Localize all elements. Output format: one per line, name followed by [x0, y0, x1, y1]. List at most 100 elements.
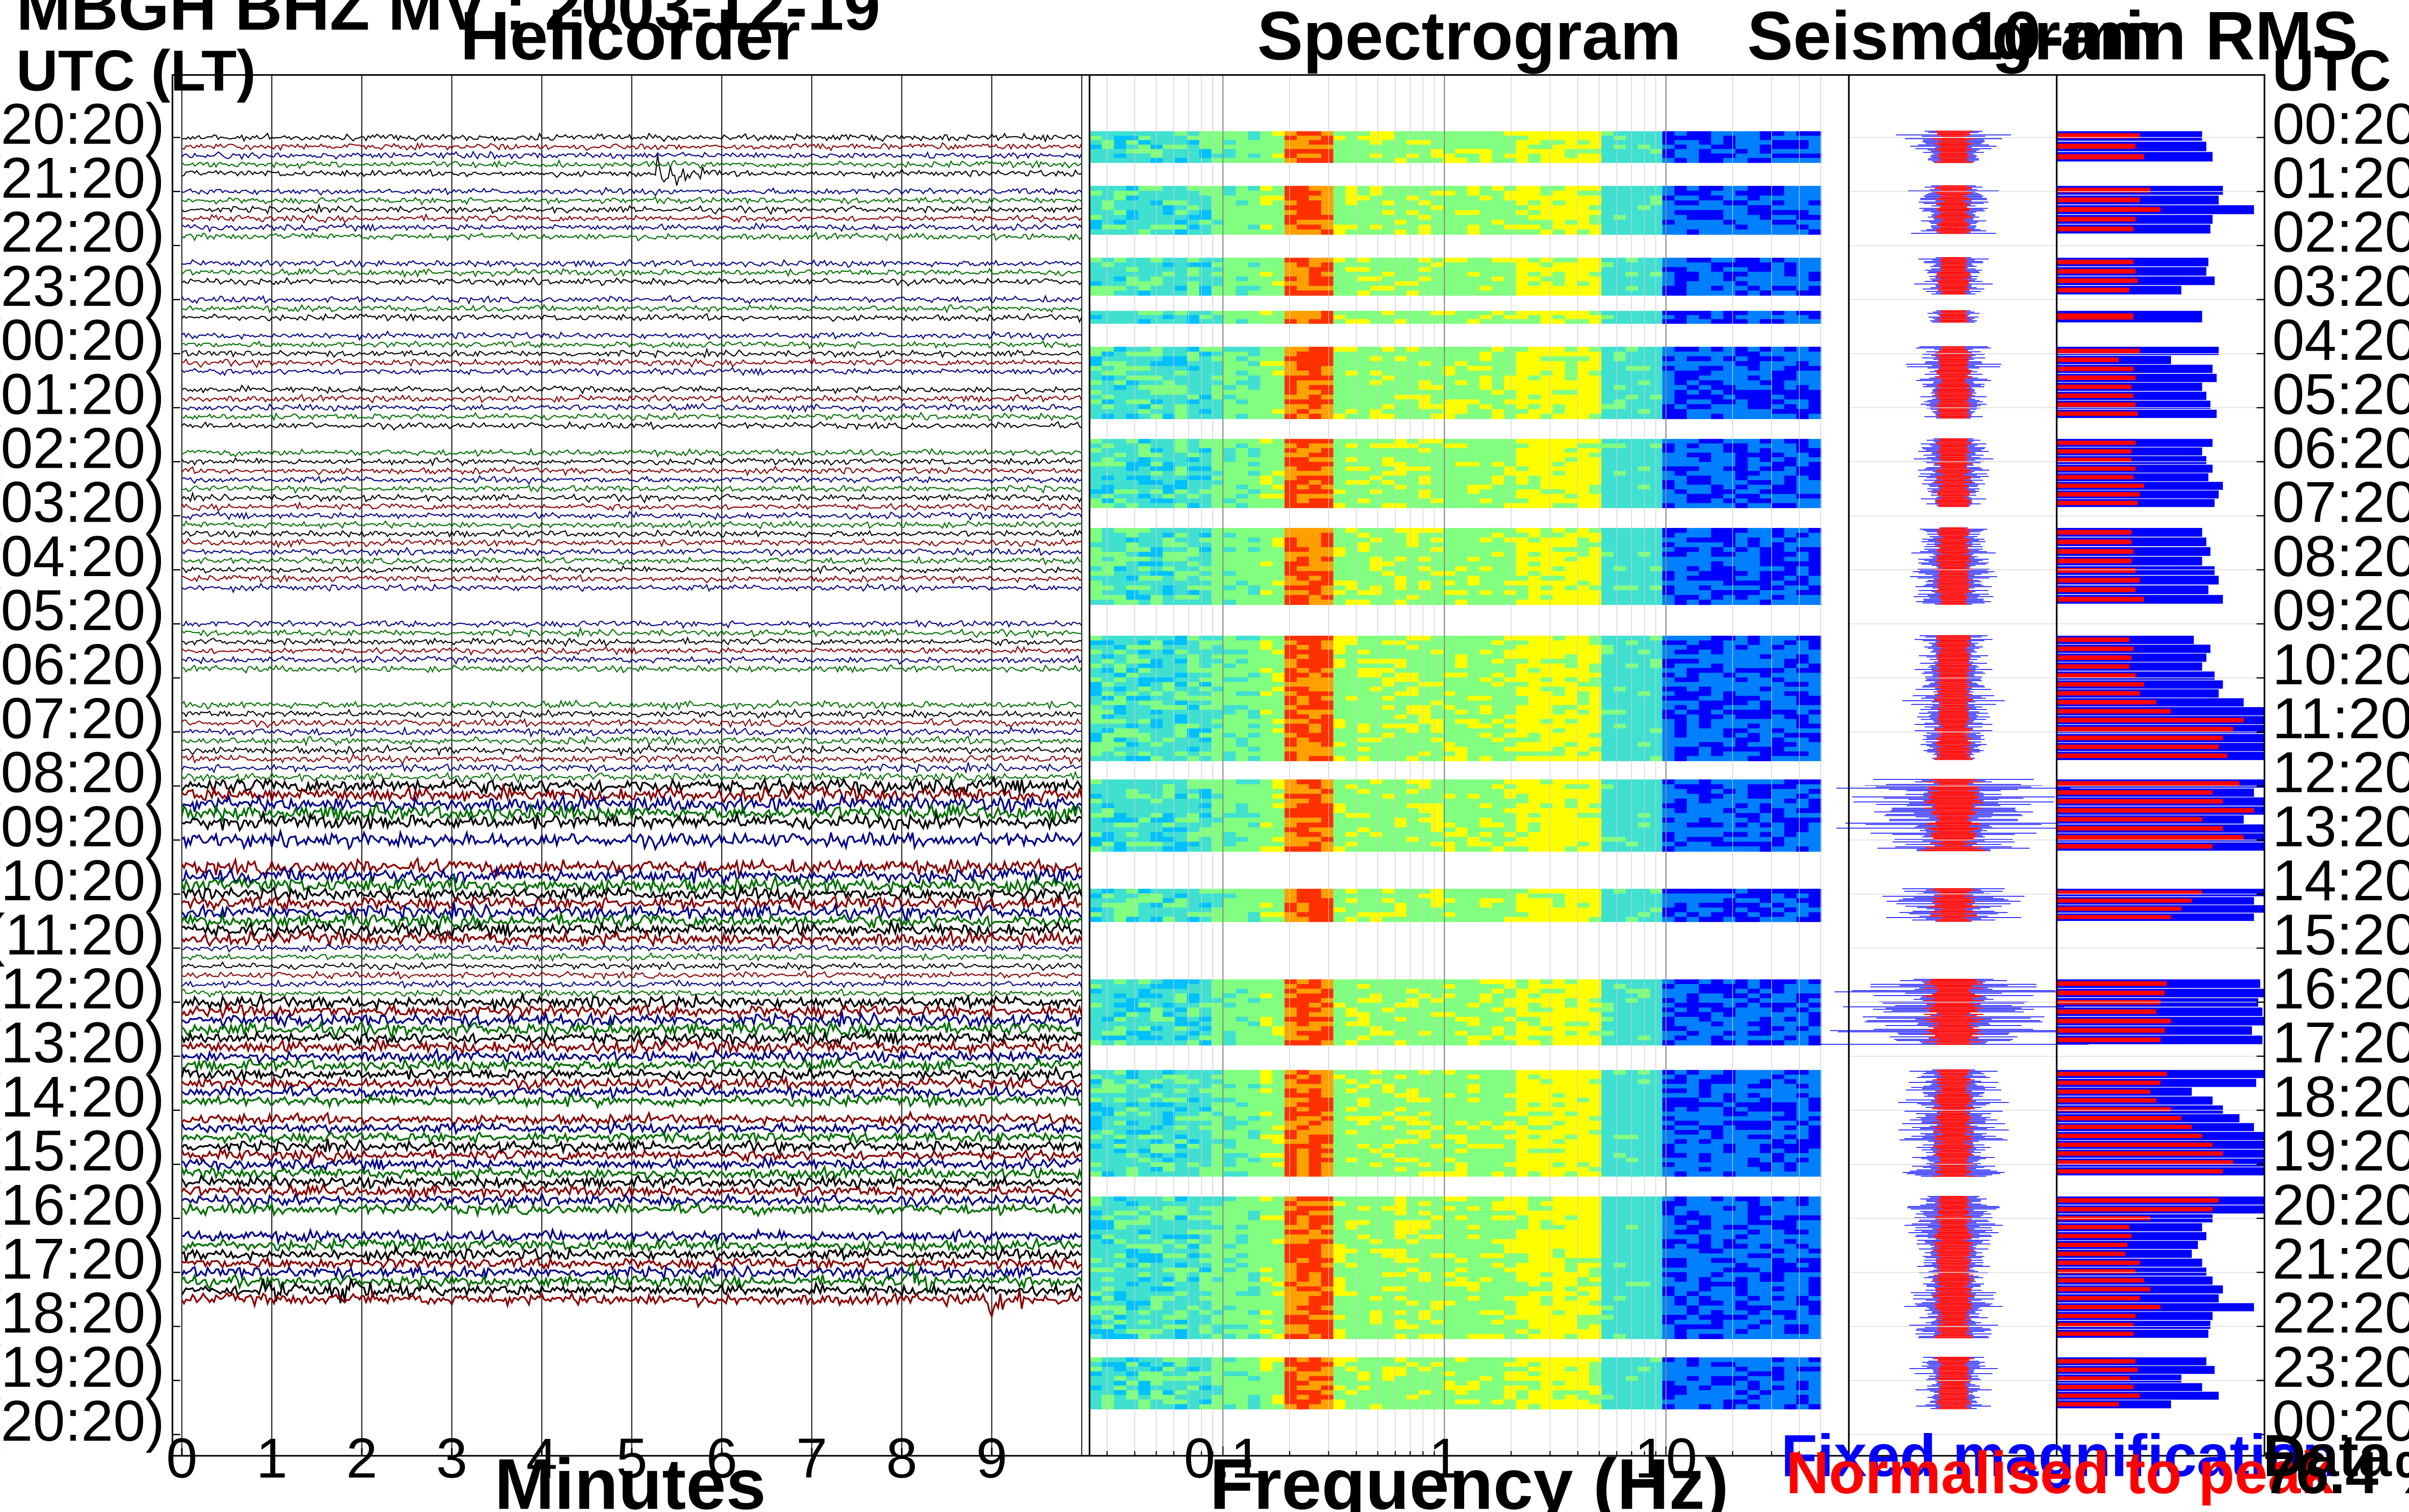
spectrogram-cell — [1150, 649, 1164, 655]
spectrogram-cell — [1089, 556, 1103, 562]
spectrogram-cell — [1711, 640, 1724, 646]
spectrogram-cell — [1309, 290, 1322, 296]
spectrogram-cell — [1394, 439, 1407, 444]
spectrogram-cell — [1114, 185, 1127, 191]
spectrogram-cell — [1345, 448, 1359, 453]
helicorder-trace — [181, 1083, 1083, 1102]
spectrogram-cell — [1382, 361, 1395, 367]
spectrogram-cell — [1577, 409, 1590, 415]
spectrogram-cell — [1760, 210, 1773, 216]
spectrogram-cell — [1089, 443, 1103, 448]
spectrogram-cell — [1150, 443, 1164, 448]
spectrogram-cell — [1321, 272, 1334, 277]
spectrogram-cell — [1297, 409, 1310, 415]
spectrogram-cell — [1126, 190, 1139, 196]
spectrogram-cell — [1492, 267, 1505, 273]
spectrogram-cell — [1772, 290, 1785, 296]
helicorder-trace — [182, 303, 1083, 314]
spectrogram-cell — [1479, 489, 1493, 495]
spectrogram-cell — [1552, 485, 1566, 490]
spectrogram-cell — [1455, 414, 1468, 420]
spectrogram-cell — [1089, 140, 1103, 145]
spectrogram-cell — [1492, 489, 1505, 495]
spectrogram-cell — [1101, 644, 1115, 650]
spectrogram-cell — [1504, 595, 1517, 601]
spectrogram-cell — [1394, 399, 1407, 405]
helicorder-trace — [182, 154, 1082, 186]
spectrogram-cell — [1333, 135, 1346, 141]
spectrogram-cell — [1784, 439, 1797, 444]
spectrogram-cell — [1479, 494, 1493, 499]
spectrogram-cell — [1528, 503, 1541, 508]
spectrogram-cell — [1784, 361, 1797, 367]
spectrogram-cell — [1564, 590, 1578, 596]
spectrogram-cell — [1650, 576, 1663, 581]
spectrogram-cell — [1223, 585, 1237, 591]
spectrogram-cell — [1150, 290, 1164, 296]
spectrogram-cell — [1394, 635, 1407, 641]
spectrogram-cell — [1808, 590, 1822, 596]
spectrogram-cell — [1662, 153, 1675, 159]
spectrogram-cell — [1114, 599, 1127, 605]
spectrogram-cell — [1114, 272, 1127, 277]
spectrogram-cell — [1321, 599, 1334, 605]
spectrogram-cell — [1479, 635, 1493, 641]
spectrogram-cell — [1614, 635, 1627, 641]
spectrogram-cell — [1723, 409, 1736, 415]
spectrogram-cell — [1686, 394, 1700, 400]
spectrogram-cell — [1784, 286, 1797, 291]
spectrogram-cell — [1723, 414, 1736, 420]
spectrogram-cell — [1552, 158, 1566, 163]
spectrogram-cell — [1333, 158, 1346, 163]
spectrogram-cell — [1101, 311, 1115, 316]
spectrogram-cell — [1626, 640, 1639, 646]
spectrogram-cell — [1418, 471, 1431, 476]
spectrogram-cell — [1650, 414, 1663, 420]
spectrogram-cell — [1163, 258, 1176, 263]
spectrogram-cell — [1418, 145, 1431, 150]
spectrogram-cell — [1199, 394, 1212, 400]
spectrogram-cell — [1492, 443, 1505, 448]
helicorder-trace — [181, 856, 1083, 878]
spectrogram-cell — [1211, 404, 1224, 410]
spectrogram-cell — [1272, 258, 1285, 263]
spectrogram-cell — [1114, 224, 1127, 230]
spectrogram-cell — [1345, 315, 1359, 320]
spectrogram-cell — [1577, 366, 1590, 371]
spectrogram-cell — [1187, 644, 1200, 650]
spectrogram-cell — [1260, 649, 1273, 655]
spectrogram-cell — [1345, 258, 1359, 263]
spectrogram-cell — [1199, 494, 1212, 499]
spectrogram-cell — [1309, 649, 1322, 655]
spectrogram-cell — [1138, 457, 1152, 462]
spectrogram-cell — [1297, 466, 1310, 472]
spectrogram-cell — [1272, 140, 1285, 145]
spectrogram-cell — [1345, 281, 1359, 287]
spectrogram-cell — [1796, 590, 1810, 596]
spectrogram-cell — [1492, 311, 1505, 316]
spectrogram-cell — [1187, 267, 1200, 273]
spectrogram-cell — [1333, 547, 1346, 552]
spectrogram-cell — [1150, 533, 1164, 539]
spectrogram-cell — [1101, 547, 1115, 552]
spectrogram-cell — [1248, 195, 1261, 201]
spectrogram-cell — [1418, 375, 1431, 381]
spectrogram-cell — [1443, 390, 1456, 395]
spectrogram-cell — [1333, 370, 1346, 376]
spectrogram-cell — [1711, 361, 1724, 367]
spectrogram-cell — [1564, 281, 1578, 287]
spectrogram-cell — [1650, 267, 1663, 273]
spectrogram-cell — [1504, 286, 1517, 291]
spectrogram-cell — [1175, 286, 1188, 291]
spectrogram-cell — [1516, 145, 1529, 150]
spectrogram-cell — [1370, 595, 1383, 601]
spectrogram-cell — [1272, 370, 1285, 376]
spectrogram-cell — [1101, 461, 1115, 467]
spectrogram-cell — [1272, 443, 1285, 448]
spectrogram-cell — [1138, 471, 1152, 476]
spectrogram-cell — [1552, 394, 1566, 400]
spectrogram-cell — [1394, 153, 1407, 159]
spectrogram-cell — [1394, 580, 1407, 586]
spectrogram-cell — [1808, 229, 1822, 235]
spectrogram-cell — [1626, 599, 1639, 605]
